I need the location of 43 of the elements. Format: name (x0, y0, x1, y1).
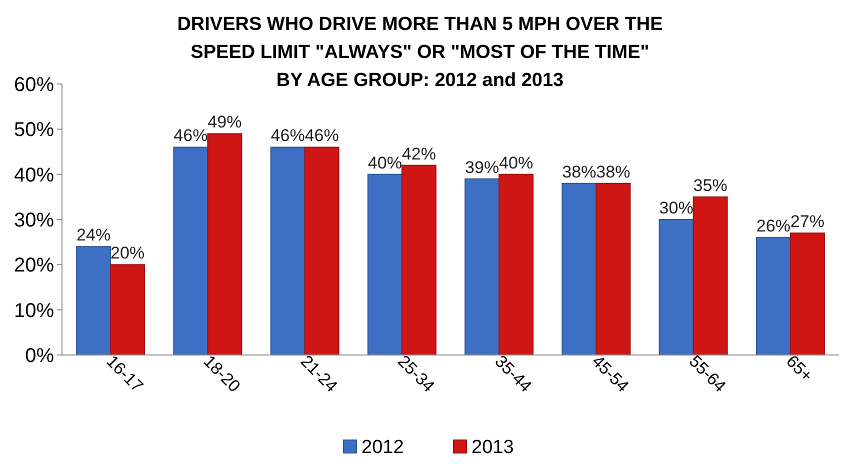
data-label: 42% (402, 144, 436, 164)
data-label: 49% (208, 112, 242, 132)
chart-title: DRIVERS WHO DRIVE MORE THAN 5 MPH OVER THE SPEED LIMIT "ALWAYS" OR "MOST OF THE TIME" BY AGE GROUP: 2012 and 2013 (177, 14, 663, 91)
data-label: 40% (368, 153, 402, 172)
data-label: 38% (596, 162, 630, 182)
data-label: 20% (110, 244, 145, 263)
x-tick-label: 65+ (782, 352, 816, 386)
bar (756, 237, 791, 356)
legend-label: 2012 (362, 437, 404, 458)
data-label: 40% (499, 153, 534, 172)
bar (304, 146, 340, 356)
bar (596, 182, 631, 356)
y-tick-label: 50% (14, 119, 54, 142)
legend-label: 2013 (472, 437, 514, 458)
bar (498, 174, 534, 356)
bar (270, 146, 306, 356)
data-label: 24% (76, 226, 111, 245)
bar (401, 164, 436, 356)
y-tick-label: 10% (14, 300, 54, 322)
bar (110, 264, 146, 356)
data-label: 39% (465, 158, 500, 177)
bar (562, 182, 597, 356)
bar (790, 232, 825, 356)
data-label: 26% (756, 216, 790, 236)
data-label: 46% (270, 126, 305, 146)
y-tick-label: 0% (25, 345, 54, 367)
bar (658, 219, 694, 356)
data-label: 46% (304, 126, 339, 146)
data-label: 30% (659, 198, 694, 218)
bar (464, 178, 500, 356)
bar (367, 174, 402, 356)
bar (207, 133, 242, 356)
data-label: 46% (174, 126, 208, 146)
bar (173, 146, 208, 356)
data-label: 35% (693, 176, 728, 195)
bar (692, 196, 728, 356)
y-tick-label: 60% (14, 74, 54, 96)
y-tick-label: 40% (14, 164, 54, 186)
y-tick-label: 30% (14, 210, 54, 232)
y-tick-label: 20% (14, 254, 54, 277)
data-label: 38% (562, 162, 596, 182)
data-label: 27% (790, 212, 824, 232)
bar (76, 246, 112, 356)
